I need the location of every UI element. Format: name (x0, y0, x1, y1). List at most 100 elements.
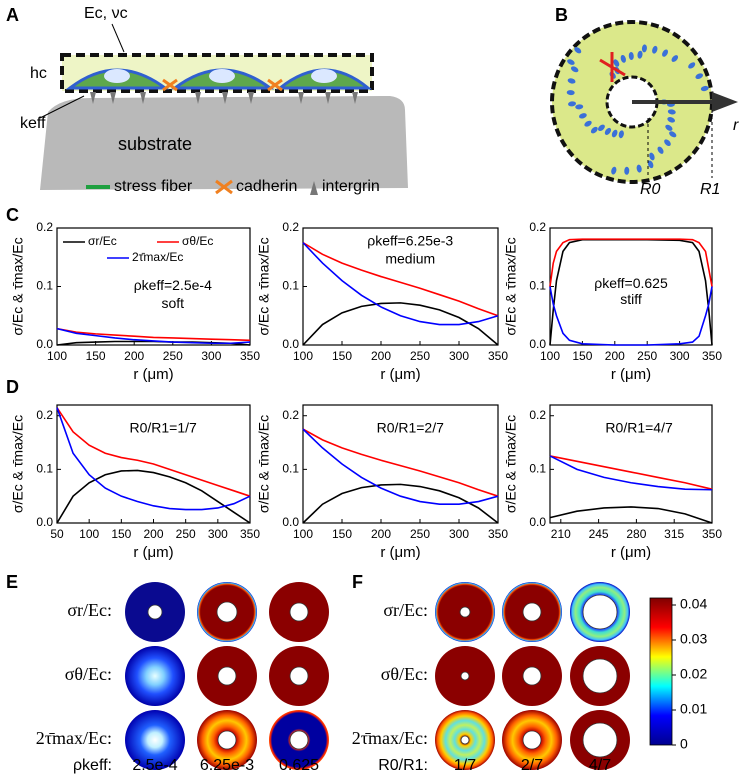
x-tick-label: 250 (163, 349, 183, 363)
nucleus (667, 117, 675, 123)
ring-hole (460, 735, 470, 745)
x-tick-label: 350 (240, 527, 260, 541)
param-label: R0/R1: (378, 757, 428, 774)
colorbar-tick-label: 0.03 (680, 631, 707, 647)
nucleus (669, 131, 677, 138)
nucleus (657, 146, 664, 154)
ring-hole (289, 730, 309, 750)
y-tick-label: 0.2 (529, 220, 546, 234)
x-tick-label: 300 (449, 349, 469, 363)
legend-label: stress fiber (114, 178, 193, 195)
x-tick-label: 300 (449, 527, 469, 541)
panel-label: C (6, 205, 19, 225)
legend-swatch (215, 179, 233, 195)
colorbar-tick-label: 0 (680, 736, 688, 752)
annotation: ρkeff=2.5e-4 (134, 277, 212, 293)
x-axis-label: r (μm) (611, 366, 651, 383)
inner-radius-label: R0 (640, 181, 661, 198)
series-line (549, 286, 713, 346)
x-tick-label: 100 (540, 349, 560, 363)
series-line (56, 407, 251, 497)
nucleus (575, 104, 584, 110)
colorbar-tick-label: 0.01 (680, 701, 707, 717)
y-tick-label: 0.0 (36, 515, 53, 529)
nucleus (671, 55, 679, 62)
series-line (302, 241, 499, 317)
x-tick-label: 250 (176, 527, 196, 541)
y-tick-label: 0.2 (282, 220, 299, 234)
contour-maps: σr/Ec: σθ/Ec: 2τ̄max/Ec: ρkeff: 2.5e-4 6.25e-… (36, 582, 707, 774)
ring-map (125, 646, 185, 706)
y-axis-label: σ/Ec & τ̄max/Ec (256, 415, 272, 513)
ring-hole (582, 594, 618, 630)
y-tick-label: 0.0 (282, 337, 299, 351)
x-axis-label: r (μm) (380, 544, 420, 561)
stress-arrows (599, 52, 626, 82)
nucleus (665, 124, 673, 131)
y-tick-label: 0.0 (282, 515, 299, 529)
cells (65, 68, 373, 92)
ring-hole (217, 666, 237, 686)
series-line (56, 327, 251, 345)
series-line (56, 469, 251, 524)
y-axis-label: σ/Ec & τ̄max/Ec (256, 237, 272, 335)
ring-hole (147, 604, 163, 620)
nucleus (624, 166, 630, 175)
nucleus (649, 152, 655, 161)
integrins (90, 92, 358, 104)
colorbar-tick-label: 0.04 (680, 596, 707, 612)
x-tick-label: 150 (86, 349, 106, 363)
y-tick-label: 0.1 (282, 279, 299, 293)
x-tick-label: 300 (208, 527, 228, 541)
nucleus (613, 59, 620, 67)
ring-hole (459, 606, 471, 618)
charts: 0.0 0.1 0.2 100 150 200 250 300 350 r (μm) σ/Ec & … (10, 220, 723, 561)
x-tick-label: 200 (371, 349, 391, 363)
row-label: σθ/Ec: (65, 664, 112, 684)
column-label: 4/7 (589, 757, 611, 774)
x-tick-label: 150 (332, 527, 352, 541)
nucleus (647, 160, 654, 169)
pointer (111, 23, 125, 53)
y-tick-label: 0.1 (282, 462, 299, 476)
series-line (302, 242, 499, 326)
x-tick-label: 280 (626, 527, 646, 541)
legend-label: 2τ̄max/Ec (132, 250, 183, 264)
annotation: R0/R1=1/7 (129, 419, 197, 435)
pointer (39, 95, 85, 119)
x-tick-label: 100 (293, 527, 313, 541)
series-line (549, 506, 713, 524)
plot-frame (302, 404, 499, 524)
x-tick-label: 100 (79, 527, 99, 541)
y-axis-label: σ/Ec & τ̄max/Ec (10, 237, 26, 335)
x-tick-label: 250 (410, 527, 430, 541)
row-label: σθ/Ec: (381, 664, 428, 684)
x-tick-label: 200 (143, 527, 163, 541)
nucleus (574, 47, 582, 54)
x-tick-label: 100 (47, 349, 67, 363)
nucleus (604, 127, 612, 135)
nucleus (628, 52, 634, 60)
nucleus (688, 62, 696, 69)
annotation: R0/R1=4/7 (605, 419, 673, 435)
x-tick-label: 250 (637, 349, 657, 363)
x-tick-label: 250 (410, 349, 430, 363)
substrate (40, 96, 408, 190)
column-label: 0.625 (279, 757, 319, 774)
y-tick-label: 0.1 (529, 462, 546, 476)
annotation: soft (162, 295, 185, 311)
y-axis-label: σ/Ec & τ̄max/Ec (503, 237, 519, 335)
x-tick-label: 300 (201, 349, 221, 363)
ring-hole (522, 730, 542, 750)
row-label: σr/Ec: (67, 600, 112, 620)
ring-hole (460, 671, 470, 681)
column-label: 6.25e-3 (200, 757, 254, 774)
x-tick-label: 200 (371, 527, 391, 541)
series-line (302, 428, 499, 497)
nucleus (695, 73, 704, 80)
series-line (302, 428, 499, 506)
x-tick-label: 150 (332, 349, 352, 363)
y-tick-label: 0.0 (529, 515, 546, 529)
y-axis-label: σ/Ec & τ̄max/Ec (10, 415, 26, 513)
